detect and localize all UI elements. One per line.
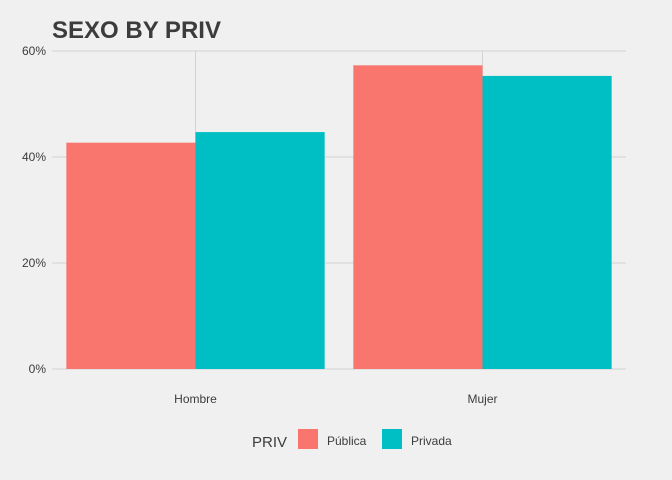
bars — [66, 65, 612, 369]
bar-mujer-publica — [353, 65, 483, 369]
x-tick-label: Hombre — [174, 392, 217, 406]
y-tick-label: 0% — [29, 362, 47, 376]
bar-hombre-publica — [66, 142, 196, 369]
legend-label-privada: Privada — [411, 434, 452, 448]
x-tick-label: Mujer — [467, 392, 497, 406]
bar-mujer-privada — [482, 75, 612, 369]
legend-label-publica: Pública — [327, 434, 367, 448]
y-tick-label: 60% — [22, 44, 46, 58]
bar-hombre-privada — [195, 132, 325, 369]
legend-title: PRIV — [252, 434, 287, 451]
legend: PRIV Pública Privada — [252, 429, 452, 451]
y-tick-label: 40% — [22, 150, 46, 164]
axis-labels: 0% 20% 40% 60% Hombre Mujer — [22, 44, 498, 406]
y-tick-label: 20% — [22, 256, 46, 270]
chart-title: SEXO BY PRIV — [52, 17, 221, 44]
legend-key-publica — [298, 429, 318, 449]
legend-key-privada — [382, 429, 402, 449]
